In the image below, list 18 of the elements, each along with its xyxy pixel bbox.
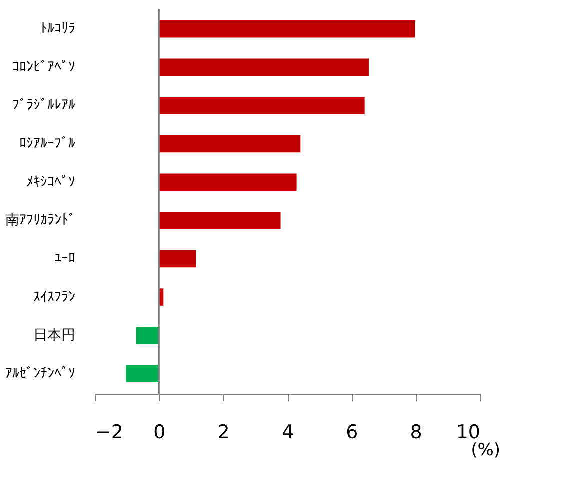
x-axis-title: (%) — [471, 440, 500, 460]
y-tick-label: ﾛｼｱﾙｰﾌﾞﾙ — [20, 136, 76, 152]
y-tick-label: ﾌﾞﾗｼﾞﾙﾚｱﾙ — [12, 98, 76, 114]
x-tick-label: 10 — [456, 422, 480, 444]
y-tick-label: ﾕｰﾛ — [54, 250, 76, 267]
x-tick-label: 6 — [346, 422, 358, 444]
x-tick-label: 2 — [218, 422, 230, 444]
y-tick-label: ｱﾙｾﾞﾝﾁﾝﾍﾟｿ — [6, 366, 76, 382]
y-tick-label: ｽｲｽﾌﾗﾝ — [34, 289, 76, 306]
x-tick-label: 0 — [154, 422, 166, 444]
x-tick-label: 8 — [410, 422, 422, 444]
y-tick-label: 日本円 — [34, 328, 76, 344]
x-tick-label: 4 — [282, 422, 294, 444]
x-tick-label: −2 — [96, 422, 124, 444]
y-tick-label: ﾒｷｼｺﾍﾟｿ — [26, 174, 76, 190]
y-tick-label: ｺﾛﾝﾋﾞｱﾍﾟｿ — [12, 59, 76, 76]
y-tick-label: ﾄﾙｺﾘﾗ — [40, 21, 76, 38]
y-tick-label: 南ｱﾌﾘｶﾗﾝﾄﾞ — [6, 212, 76, 229]
